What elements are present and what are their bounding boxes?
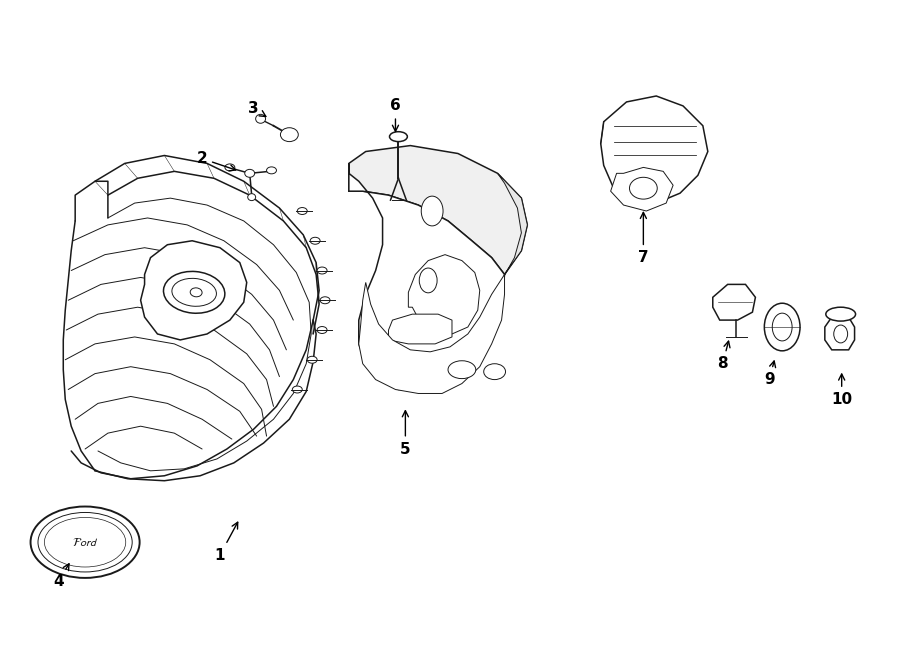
Text: 6: 6 bbox=[390, 99, 400, 131]
Ellipse shape bbox=[629, 177, 657, 199]
Ellipse shape bbox=[448, 361, 476, 379]
Polygon shape bbox=[610, 167, 673, 211]
Ellipse shape bbox=[292, 386, 302, 393]
Text: 4: 4 bbox=[53, 564, 69, 589]
Ellipse shape bbox=[421, 196, 443, 226]
Ellipse shape bbox=[31, 506, 140, 578]
Text: $\mathcal{Ford}$: $\mathcal{Ford}$ bbox=[72, 536, 98, 549]
Polygon shape bbox=[498, 173, 527, 281]
Text: 2: 2 bbox=[196, 151, 236, 171]
Ellipse shape bbox=[390, 132, 408, 142]
Ellipse shape bbox=[225, 164, 235, 171]
Text: 7: 7 bbox=[638, 213, 649, 265]
Ellipse shape bbox=[248, 194, 256, 201]
Text: 10: 10 bbox=[831, 374, 852, 407]
Text: 8: 8 bbox=[717, 341, 730, 371]
Ellipse shape bbox=[307, 356, 317, 363]
Polygon shape bbox=[359, 275, 505, 393]
Polygon shape bbox=[600, 96, 707, 203]
Ellipse shape bbox=[310, 237, 320, 244]
Polygon shape bbox=[713, 285, 755, 320]
Text: 9: 9 bbox=[764, 361, 776, 387]
Ellipse shape bbox=[483, 363, 506, 379]
Polygon shape bbox=[349, 164, 505, 389]
Ellipse shape bbox=[764, 303, 800, 351]
Ellipse shape bbox=[281, 128, 298, 142]
Polygon shape bbox=[824, 317, 855, 350]
Polygon shape bbox=[389, 314, 452, 344]
Polygon shape bbox=[409, 255, 480, 334]
Ellipse shape bbox=[38, 512, 132, 572]
Ellipse shape bbox=[317, 326, 327, 334]
Ellipse shape bbox=[172, 278, 216, 307]
Polygon shape bbox=[349, 146, 527, 275]
Ellipse shape bbox=[419, 268, 437, 293]
Text: 1: 1 bbox=[215, 522, 238, 563]
Ellipse shape bbox=[320, 297, 330, 304]
Ellipse shape bbox=[826, 307, 856, 321]
Ellipse shape bbox=[297, 208, 307, 214]
Ellipse shape bbox=[317, 267, 327, 274]
Ellipse shape bbox=[772, 313, 792, 341]
Text: 5: 5 bbox=[400, 410, 410, 457]
Ellipse shape bbox=[190, 288, 203, 297]
Polygon shape bbox=[140, 241, 247, 340]
Ellipse shape bbox=[833, 325, 848, 343]
Ellipse shape bbox=[164, 271, 225, 313]
Ellipse shape bbox=[266, 167, 276, 174]
Ellipse shape bbox=[256, 115, 266, 123]
Ellipse shape bbox=[245, 169, 255, 177]
Text: 3: 3 bbox=[248, 101, 266, 117]
Ellipse shape bbox=[44, 518, 126, 567]
